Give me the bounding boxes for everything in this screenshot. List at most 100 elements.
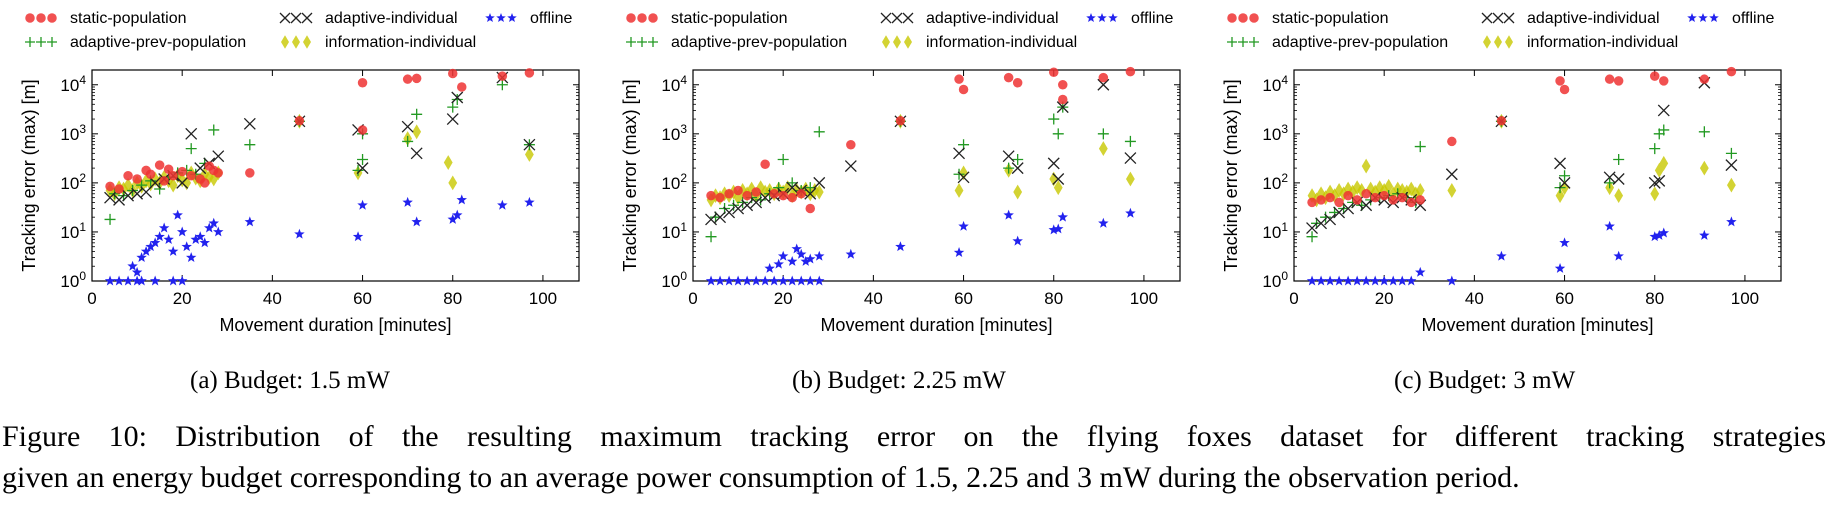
data-point-static	[154, 160, 165, 170]
legend-marker-static	[626, 13, 636, 23]
legend-marker-aprev	[47, 37, 57, 47]
data-point-aind	[741, 199, 754, 212]
data-point-aind	[1333, 206, 1346, 219]
series-offline	[104, 194, 535, 286]
data-point-offline	[1396, 275, 1408, 286]
data-point-offline	[1351, 275, 1363, 286]
data-point-offline	[149, 237, 161, 248]
data-point-aind	[714, 211, 727, 224]
data-point-info	[1316, 186, 1326, 202]
data-point-offline	[1559, 237, 1570, 248]
data-point-offline	[167, 245, 179, 256]
x-tick-label: 40	[263, 289, 282, 308]
data-point-offline	[149, 275, 161, 286]
series-info	[1307, 113, 1736, 208]
data-point-offline	[1446, 275, 1458, 286]
legend-marker-aind	[891, 12, 903, 24]
y-tick-label: 102	[661, 171, 687, 193]
data-point-offline	[1315, 275, 1327, 286]
series-aprev	[1306, 115, 1737, 243]
data-point-aind	[1052, 173, 1065, 185]
data-point-offline	[136, 275, 147, 286]
legend-entry-static: static-population	[626, 10, 788, 27]
y-tick-label: 101	[661, 220, 687, 242]
legend-marker-info	[1505, 35, 1513, 49]
y-axis-label: Tracking error (max) [m]	[19, 79, 39, 271]
y-tick-label: 104	[661, 73, 687, 95]
y-axis-label: Tracking error (max) [m]	[1221, 79, 1241, 271]
data-point-static	[177, 166, 187, 177]
data-point-static	[1098, 72, 1109, 83]
data-point-offline	[172, 209, 183, 220]
data-point-info	[1726, 177, 1736, 193]
chart-panel-c: static-population adaptive-prev-populatio…	[1221, 10, 1782, 335]
legend-marker-offline	[1097, 13, 1107, 23]
legend-marker-info	[303, 35, 311, 49]
data-point-aind	[732, 202, 745, 215]
data-point-info	[1325, 184, 1335, 200]
data-point-static	[1415, 195, 1426, 205]
data-point-aprev	[1604, 177, 1616, 189]
data-point-offline	[176, 226, 188, 237]
data-point-offline	[1649, 231, 1660, 242]
data-point-static	[787, 192, 797, 203]
data-point-offline	[741, 275, 753, 286]
data-point-offline	[777, 250, 789, 261]
data-point-aprev	[104, 213, 116, 225]
data-point-info	[1375, 180, 1385, 196]
data-point-static	[357, 77, 368, 88]
legend-entry-info: information-individual	[1483, 34, 1678, 51]
data-point-aprev	[402, 135, 414, 147]
data-point-info	[150, 171, 160, 187]
data-point-offline	[1658, 227, 1669, 238]
data-point-aprev	[755, 194, 767, 206]
figure-10-panels: static-population adaptive-prev-populatio…	[19, 10, 1782, 335]
data-point-offline	[1554, 262, 1566, 273]
data-point-aprev	[777, 153, 789, 165]
data-point-aprev	[1414, 141, 1426, 153]
data-point-offline	[524, 196, 535, 207]
data-point-offline	[113, 275, 125, 286]
data-point-offline	[1654, 229, 1665, 240]
data-point-static	[123, 170, 133, 181]
data-point-aind	[1342, 202, 1355, 215]
data-point-static	[1447, 136, 1457, 147]
data-point-offline	[1125, 207, 1136, 218]
x-axis-label: Movement duration [minutes]	[820, 315, 1052, 335]
data-point-info	[954, 183, 964, 198]
legend-marker-aind	[279, 12, 291, 24]
legend-marker-info	[893, 35, 901, 49]
data-point-aprev	[244, 139, 256, 151]
data-point-static	[778, 190, 788, 201]
data-point-aind	[1445, 168, 1458, 181]
data-point-static	[1058, 94, 1068, 105]
y-tick-label: 101	[60, 220, 86, 242]
legend-marker-offline	[1108, 13, 1118, 23]
data-point-offline	[800, 255, 811, 266]
data-point-offline	[1613, 250, 1624, 261]
data-point-offline	[1324, 275, 1336, 286]
data-point-static	[1559, 84, 1570, 95]
data-point-info	[733, 190, 743, 206]
data-point-aind	[1124, 152, 1137, 165]
y-tick-label: 101	[1262, 220, 1288, 242]
x-tick-label: 80	[443, 289, 462, 308]
data-point-offline	[456, 194, 467, 205]
data-point-offline	[1699, 229, 1710, 240]
data-point-aind	[194, 162, 207, 175]
data-point-static	[447, 68, 458, 79]
x-tick-label: 20	[1375, 289, 1394, 308]
data-point-static	[1496, 115, 1507, 126]
data-point-offline	[199, 237, 210, 248]
y-axis-label: Tracking error (max) [m]	[620, 79, 640, 271]
data-point-info	[443, 155, 453, 170]
y-tick-label: 100	[661, 269, 687, 291]
data-point-info	[1447, 183, 1457, 198]
data-point-aind	[104, 191, 116, 204]
data-point-aprev	[208, 124, 220, 136]
data-point-static	[1003, 72, 1014, 83]
data-point-offline	[131, 266, 143, 277]
data-point-aprev	[953, 168, 965, 180]
data-point-offline	[723, 275, 735, 286]
legend-marker-aprev	[36, 37, 46, 47]
